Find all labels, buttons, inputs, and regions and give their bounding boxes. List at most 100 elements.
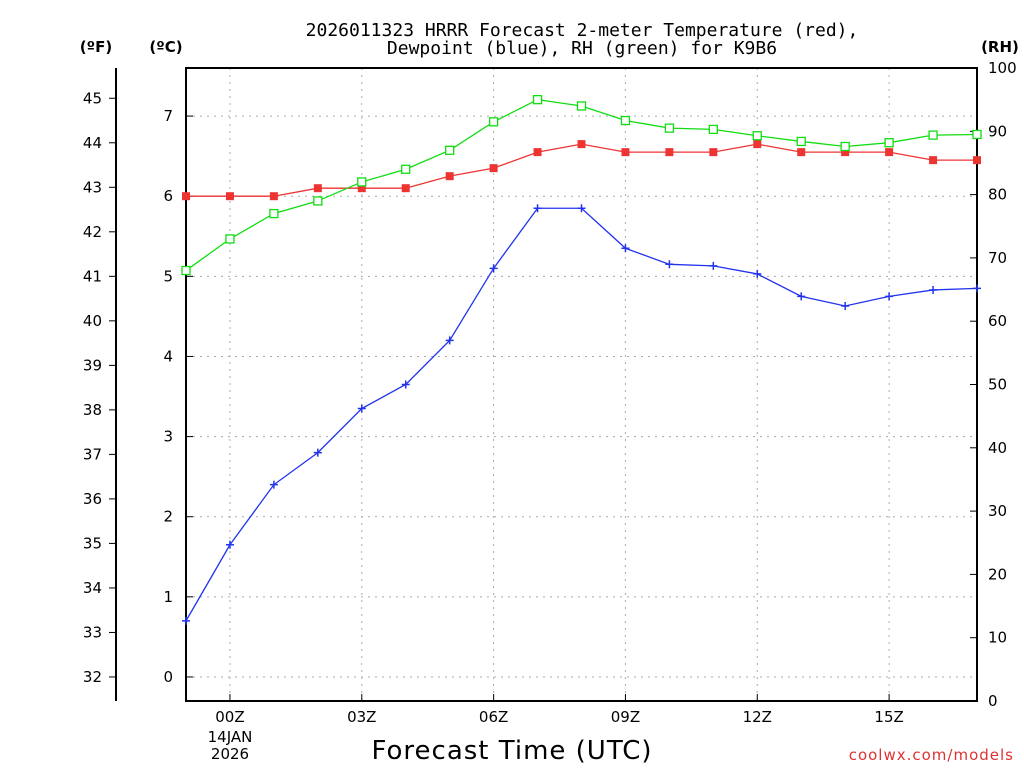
fahrenheit-tick-label-45: 45 [83,89,102,107]
fahrenheit-tick-label-35: 35 [83,534,102,552]
rh-point-16 [884,138,894,148]
rh-tick-label-60: 60 [988,312,1007,330]
temperature-point-8 [533,148,542,157]
rh-tick-label-50: 50 [988,376,1007,394]
temperature-point-16 [885,148,894,157]
dewpoint-point-9 [577,204,586,213]
time-axis: 00Z 03Z 06Z 09Z 12Z 15Z [215,694,904,726]
fahrenheit-tick-label-34: 34 [83,579,102,597]
fahrenheit-tick-label-36: 36 [83,490,102,508]
time-tick-label-03Z: 03Z [347,708,376,726]
celsius-tick-label-2: 2 [163,508,173,526]
dewpoint-point-6 [445,336,454,345]
rh-point-3 [313,196,323,206]
rh-point-15 [840,141,850,152]
series-dewpoint [182,204,981,625]
fahrenheit-unit-label: (ºF) [80,38,112,56]
rh-tick-label-80: 80 [988,186,1007,204]
rh-axis: 0 10 20 30 40 50 60 70 80 90 100 [970,59,1017,710]
fahrenheit-tick-label-38: 38 [83,401,102,419]
dewpoint-point-7 [489,264,498,273]
temperature-point-11 [665,148,674,157]
celsius-tick-label-5: 5 [163,267,173,285]
rh-tick-label-0: 0 [988,692,998,710]
fahrenheit-axis: 32 33 34 35 36 37 38 39 40 41 42 43 44 45 [83,89,116,686]
fahrenheit-tick-label-33: 33 [83,623,102,641]
rh-tick-label-40: 40 [988,439,1007,457]
rh-point-8 [532,95,543,105]
rh-point-18 [972,129,982,140]
fahrenheit-tick-label-42: 42 [83,223,102,241]
dewpoint-point-14 [797,292,806,301]
celsius-tick-label-3: 3 [163,428,173,446]
rh-tick-label-90: 90 [988,122,1007,140]
celsius-tick-label-1: 1 [163,588,173,606]
dewpoint-point-0 [182,616,190,625]
dewpoint-point-8 [533,204,542,213]
rh-unit-label: (RH) [981,38,1019,56]
temperature-point-0 [182,192,190,201]
rh-point-4 [357,177,367,187]
fahrenheit-tick-label-32: 32 [83,668,102,686]
rh-point-6 [445,145,455,155]
temperature-point-13 [753,140,762,149]
rh-point-10 [620,115,631,126]
rh-tick-label-30: 30 [988,502,1007,520]
rh-point-17 [928,130,938,140]
fahrenheit-tick-label-40: 40 [83,312,102,330]
rh-point-12 [708,124,718,135]
rh-point-5 [401,164,411,174]
date-label-year: 2026 [211,745,249,763]
rh-line [185,98,978,272]
dewpoint-point-4 [357,404,366,413]
dewpoint-point-12 [709,261,718,270]
celsius-axis: 0 1 2 3 4 5 6 7 [163,107,193,686]
rh-tick-label-100: 100 [988,59,1017,77]
temperature-point-6 [445,172,454,181]
dewpoint-line [185,207,978,622]
grid-lines [186,68,977,701]
time-tick-label-00Z: 00Z [215,708,244,726]
dewpoint-point-1 [225,540,234,549]
temperature-point-7 [489,164,498,173]
temperature-line [186,143,977,197]
temperature-point-17 [929,156,938,165]
series-temperature [182,140,981,201]
rh-tick-label-10: 10 [988,629,1007,647]
time-tick-label-15Z: 15Z [874,708,903,726]
series-rh [181,95,982,276]
temperature-point-3 [313,184,322,193]
fahrenheit-tick-label-37: 37 [83,445,102,463]
dewpoint-point-5 [401,380,410,389]
dewpoint-point-11 [665,260,674,269]
credit-link[interactable]: coolwx.com/models [849,746,1014,764]
celsius-tick-label-0: 0 [163,668,173,686]
temperature-point-9 [577,140,586,149]
rh-point-7 [488,117,499,127]
dewpoint-point-16 [885,292,894,301]
chart-title-line-1: 2026011323 HRRR Forecast 2-meter Tempera… [306,20,859,41]
temperature-point-1 [225,192,234,201]
dewpoint-point-3 [313,448,322,457]
temperature-point-4 [357,184,366,193]
time-tick-label-09Z: 09Z [611,708,640,726]
dewpoint-point-10 [621,244,630,253]
temperature-point-15 [841,148,850,157]
rh-point-0 [181,265,191,276]
temperature-point-18 [973,156,981,165]
x-axis-title: Forecast Time (UTC) [371,736,652,766]
celsius-unit-label: (ºC) [149,38,182,56]
dewpoint-point-15 [841,301,850,310]
rh-tick-label-70: 70 [988,249,1007,267]
dewpoint-point-13 [753,269,762,278]
time-tick-label-06Z: 06Z [479,708,508,726]
dewpoint-point-2 [269,480,278,489]
rh-point-1 [225,234,235,244]
rh-point-14 [796,136,806,147]
rh-point-13 [752,131,762,141]
rh-point-9 [576,101,587,111]
celsius-tick-label-4: 4 [163,347,173,365]
series-layer [181,95,982,625]
temperature-point-10 [621,148,630,157]
dewpoint-point-17 [929,285,938,294]
